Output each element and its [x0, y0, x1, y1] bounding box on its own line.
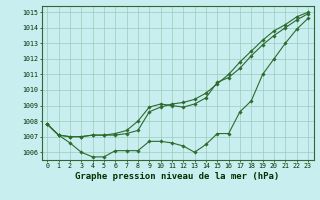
X-axis label: Graphe pression niveau de la mer (hPa): Graphe pression niveau de la mer (hPa): [76, 172, 280, 181]
